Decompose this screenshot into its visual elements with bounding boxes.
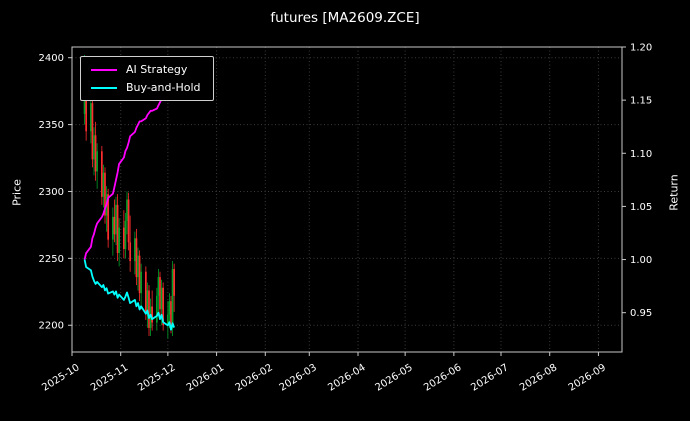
candle (151, 290, 153, 331)
price-tick-label: 2250 (39, 254, 64, 265)
candle (124, 212, 127, 259)
candle (104, 167, 106, 224)
candle (145, 266, 147, 320)
date-tick-label: 2026-06 (422, 362, 463, 393)
candle (129, 215, 131, 272)
candle (116, 194, 119, 262)
date-tick-label: 2025-10 (40, 362, 81, 393)
legend-item-buy-and-hold: Buy-and-Hold (91, 82, 201, 93)
candle (157, 269, 160, 312)
chart-title: futures [MA2609.ZCE] (270, 10, 420, 26)
legend-item-ai-strategy: AI Strategy (91, 64, 201, 75)
price-tick-label: 2350 (39, 120, 64, 131)
date-tick-label: 2025-11 (89, 362, 130, 393)
candle (112, 207, 114, 256)
candle (105, 186, 108, 232)
return-tick-label: 1.00 (630, 255, 652, 266)
date-tick-label: 2026-05 (373, 362, 414, 393)
candle (148, 285, 150, 336)
candle (127, 192, 130, 251)
date-tick-label: 2025-12 (136, 362, 177, 393)
return-tick-label: 0.95 (630, 308, 652, 319)
return-tick-label: 1.20 (630, 43, 652, 54)
candle (126, 191, 128, 235)
return-tick-label: 1.05 (630, 202, 652, 213)
candle (140, 263, 142, 310)
legend-label-ai-strategy: AI Strategy (126, 63, 188, 76)
date-tick-label: 2026-08 (518, 362, 559, 393)
plot-border (71, 46, 623, 353)
date-tick-label: 2026-09 (567, 362, 608, 393)
candle (93, 127, 95, 176)
date-tick-label: 2026-01 (185, 362, 226, 393)
price-axis-label: Price (10, 179, 24, 206)
date-tick-label: 2026-03 (278, 362, 319, 393)
candle (173, 263, 175, 312)
candle (90, 95, 92, 144)
candle (96, 143, 98, 189)
candle (137, 247, 139, 291)
candle (167, 301, 169, 339)
buy-and-hold-line (83, 259, 175, 331)
candle (102, 164, 105, 208)
candle (94, 121, 97, 181)
legend-label-buy-and-hold: Buy-and-Hold (126, 81, 201, 94)
candle (113, 199, 116, 243)
candle (135, 228, 138, 286)
candle (101, 145, 103, 205)
candle (118, 218, 120, 267)
price-tick-label: 2300 (39, 187, 64, 198)
candle (159, 271, 161, 318)
return-axis-label: Return (667, 174, 681, 211)
candle (138, 250, 141, 302)
price-tick-label: 2400 (39, 53, 64, 64)
ai-strategy-line (83, 75, 175, 260)
date-tick-label: 2026-04 (326, 362, 367, 393)
return-tick-label: 1.10 (630, 149, 652, 160)
date-tick-label: 2026-07 (469, 362, 510, 393)
candle (156, 287, 158, 331)
candle (146, 282, 149, 328)
return-tick-label: 1.15 (630, 96, 652, 107)
candle (134, 231, 136, 275)
ai-strategy-line-swatch (91, 68, 117, 71)
candlestick-series (83, 55, 175, 339)
candle (91, 97, 94, 168)
date-tick-label: 2026-02 (234, 362, 275, 393)
legend: AI Strategy Buy-and-Hold (80, 56, 214, 101)
candle (123, 210, 125, 259)
buy-and-hold-line-swatch (91, 86, 117, 89)
price-tick-label: 2200 (39, 321, 64, 332)
candle (115, 196, 117, 245)
